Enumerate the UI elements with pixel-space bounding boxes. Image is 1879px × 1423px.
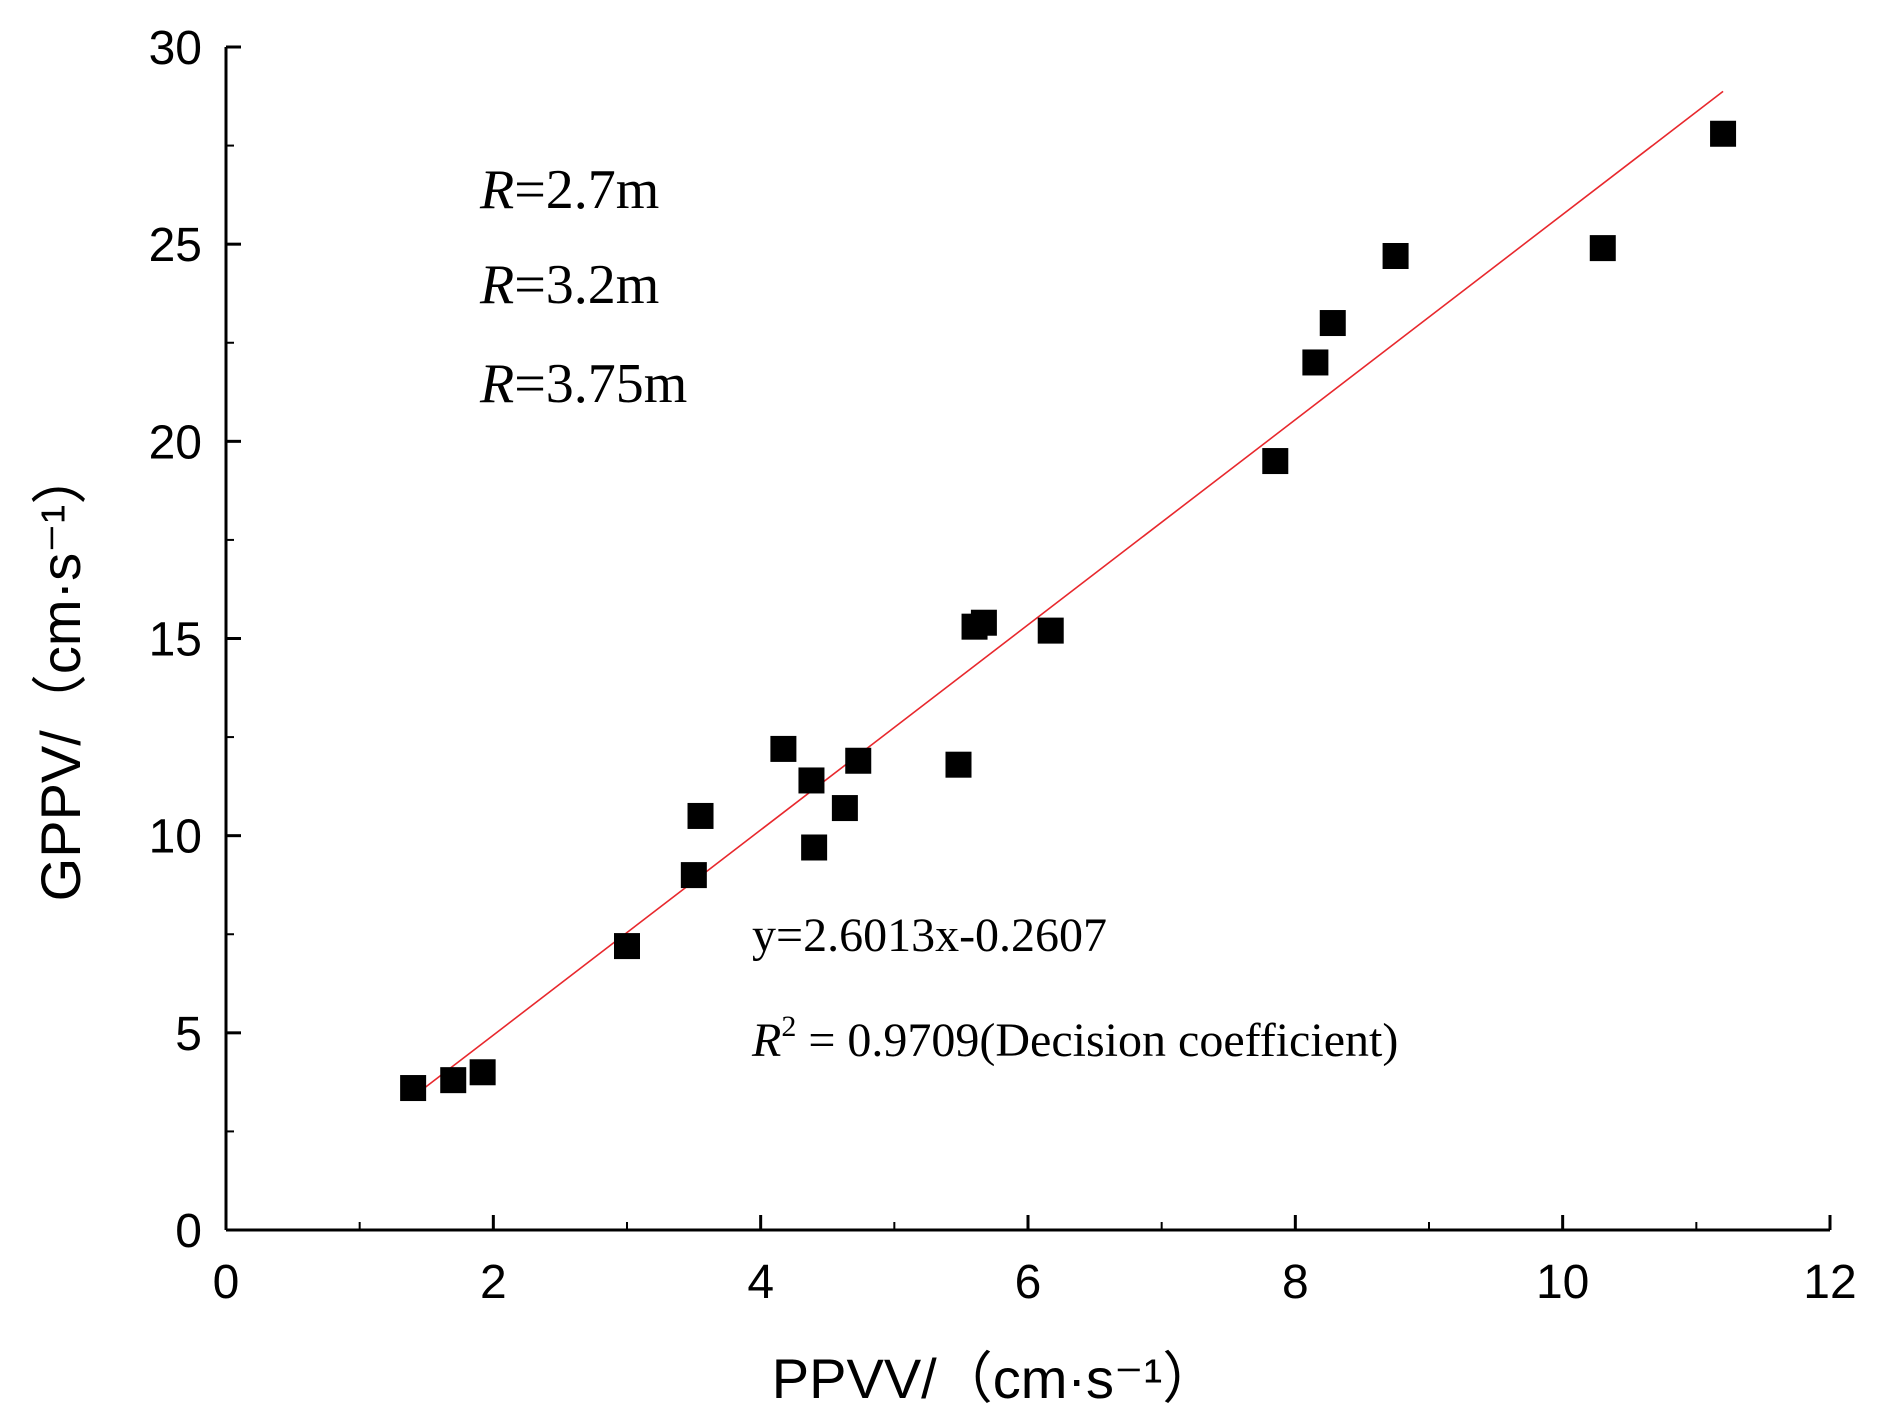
data-point [614,933,640,960]
y-major-ticks [226,45,241,1232]
x-tick-label: 6 [1015,1256,1042,1309]
fit-line [412,90,1724,1098]
data-point [1382,242,1409,269]
legend-entry-var: R [479,254,514,316]
data-point [1262,448,1289,475]
data-point [801,834,828,861]
legend: R=2.7m R=3.2m R=3.75m [479,159,687,415]
x-tick-labels: 0 2 4 6 8 10 12 [213,1256,1857,1309]
legend-entry-var: R [479,159,514,221]
x-tick-label: 8 [1282,1256,1309,1309]
data-point [440,1067,467,1094]
data-point [1589,235,1616,262]
data-point [945,751,972,778]
r-squared-annotation: R2 = 0.9709(Decision coefficient) [751,1010,1398,1067]
data-point [400,1075,427,1102]
y-tick-label: 10 [149,811,202,864]
legend-entry-text: =3.2m [514,254,659,316]
data-point [770,735,797,762]
data-point [845,747,872,774]
x-axis-title: PPVV/（cm·s⁻¹） [772,1347,1218,1410]
data-point [1319,310,1346,337]
x-major-ticks [224,1215,1832,1230]
data-point [469,1059,496,1086]
y-tick-labels: 0 5 10 15 20 25 30 [149,22,202,1258]
y-tick-label: 25 [149,219,202,272]
x-tick-label: 2 [480,1256,507,1309]
legend-entry-var: R [479,353,514,415]
x-tick-label: 0 [213,1256,240,1309]
legend-entry: R=2.7m [479,159,659,221]
y-tick-label: 15 [149,614,202,667]
data-point [970,609,997,636]
y-tick-label: 5 [175,1008,202,1061]
data-point [1037,617,1064,644]
x-tick-label: 12 [1803,1256,1856,1309]
legend-entry-text: =2.7m [514,159,659,221]
data-point [687,802,714,829]
data-point [798,767,825,794]
legend-entry: R=3.75m [479,353,687,415]
fit-equation: y=2.6013x-0.2607 [752,909,1107,962]
data-points [400,120,1737,1102]
data-point [680,862,707,889]
legend-entry: R=3.2m [479,254,659,316]
y-tick-label: 30 [149,22,202,75]
y-axis-title: GPPV/（cm·s⁻¹） [29,449,92,902]
y-tick-label: 0 [175,1205,202,1258]
legend-entry-text: =3.75m [514,353,687,415]
x-tick-label: 10 [1536,1256,1589,1309]
x-tick-label: 4 [747,1256,774,1309]
r-squared-symbol: R [751,1014,781,1067]
data-point [1302,349,1329,376]
r-squared-value: = 0.9709(Decision coefficient) [796,1014,1398,1067]
y-tick-label: 20 [149,416,202,469]
data-point [831,795,858,822]
data-point [1710,120,1737,147]
r-squared-exponent: 2 [781,1010,796,1043]
